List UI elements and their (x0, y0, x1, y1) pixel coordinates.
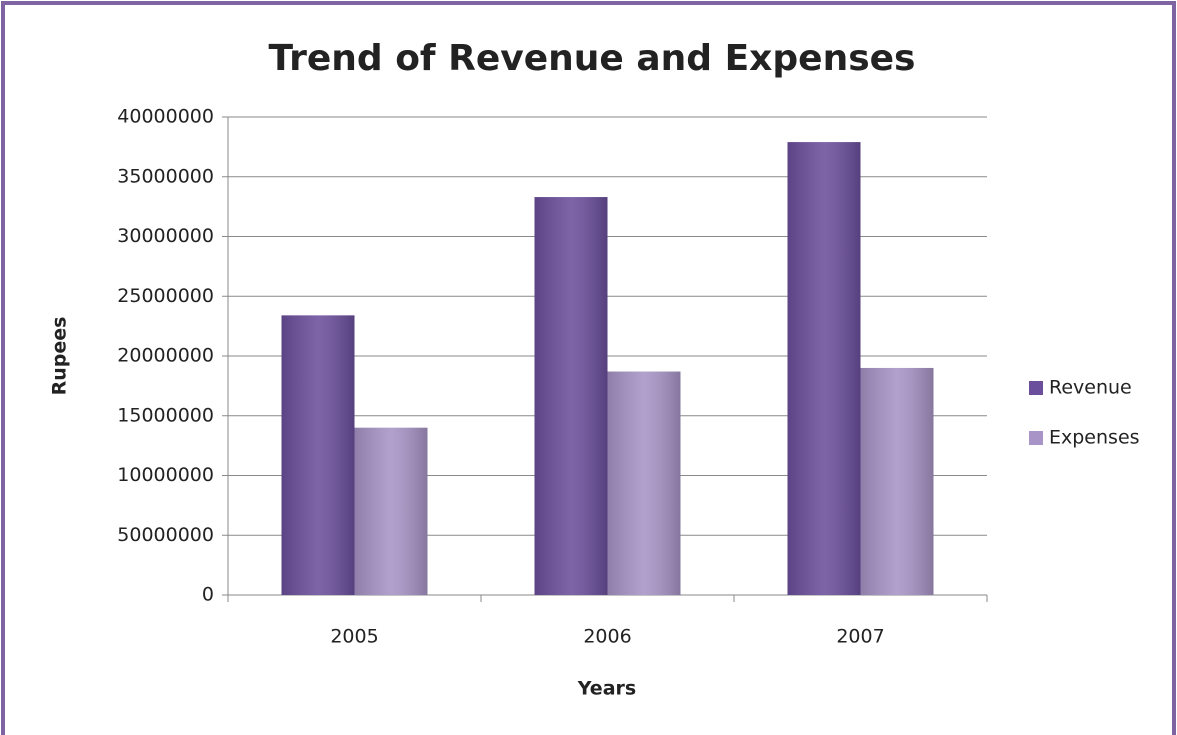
y-tick-label: 35000000 (117, 165, 214, 187)
x-tick-label: 2005 (330, 626, 378, 648)
y-axis-label: Rupees (49, 317, 71, 396)
bar-shade (281, 315, 355, 595)
x-tick-label: 2006 (583, 626, 631, 648)
bar-shade (534, 197, 608, 595)
chart-title: Trend of Revenue and Expenses (269, 38, 916, 79)
y-tick-label: 25000000 (117, 285, 214, 307)
y-tick-label: 0 (202, 584, 214, 606)
x-axis-label: Years (577, 678, 636, 700)
bar-shade (607, 371, 681, 595)
legend-swatch (1029, 381, 1043, 395)
legend-label: Expenses (1049, 427, 1140, 449)
y-tick-label: 15000000 (117, 404, 214, 426)
y-tick-label: 40000000 (117, 106, 214, 128)
bar-shade (354, 427, 428, 595)
bar-shade (787, 142, 861, 595)
y-tick-label: 50000000 (117, 524, 214, 546)
legend-label: Revenue (1049, 377, 1132, 399)
legend-swatch (1029, 431, 1043, 445)
x-tick-label: 2007 (836, 626, 884, 648)
y-tick-label: 10000000 (117, 464, 214, 486)
bar-shade (860, 367, 934, 595)
y-tick-label: 30000000 (117, 225, 214, 247)
y-tick-label: 20000000 (117, 345, 214, 367)
